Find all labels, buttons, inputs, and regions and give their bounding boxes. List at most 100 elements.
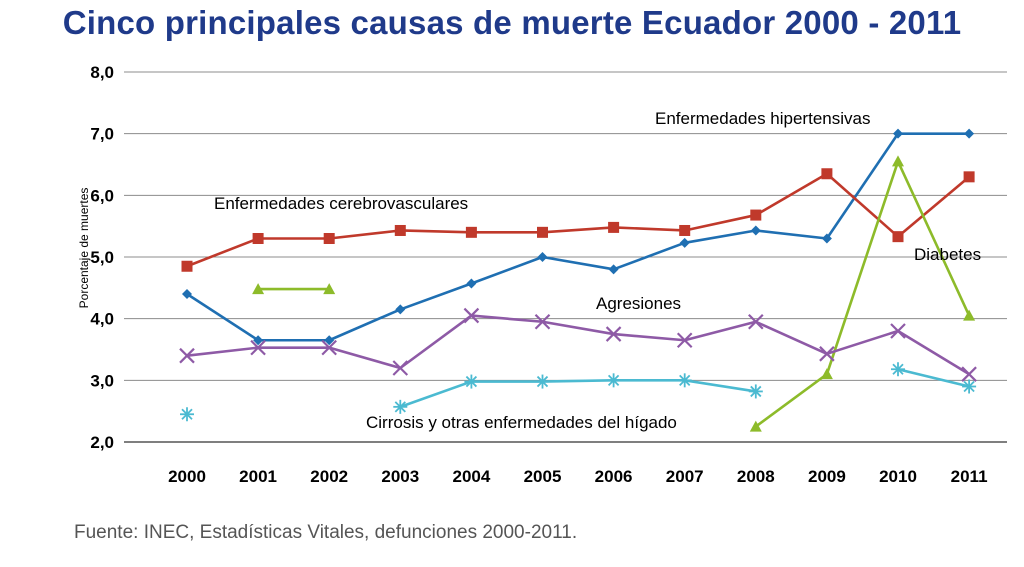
series-3 [179, 307, 977, 382]
marker-stroke [819, 346, 835, 362]
series-label: Enfermedades hipertensivas [655, 109, 870, 128]
marker-stroke [605, 326, 622, 342]
data-point [253, 335, 264, 346]
data-point [748, 384, 763, 399]
data-point [893, 128, 903, 139]
series-segment [185, 346, 260, 357]
data-point [393, 399, 408, 414]
series-segment [185, 237, 260, 268]
series-segment [541, 379, 615, 383]
marker-stroke [890, 323, 906, 339]
data-point [819, 346, 835, 362]
source-note: Fuente: INEC, Estadísticas Vitales, defu… [74, 522, 578, 543]
data-point [961, 366, 977, 382]
y-tick-label: 6,0 [90, 186, 114, 205]
series-label: Diabetes [914, 245, 981, 264]
marker-stroke [750, 385, 762, 398]
series-segment [398, 282, 473, 311]
series [179, 128, 977, 432]
marker-stroke [392, 360, 409, 376]
data-point [892, 155, 904, 167]
x-tick-label: 2006 [595, 467, 633, 486]
marker-stroke [961, 366, 977, 382]
data-point [395, 304, 406, 315]
series-segment [825, 172, 900, 238]
marker-stroke [463, 307, 480, 324]
data-point [750, 209, 762, 221]
data-point [608, 221, 620, 233]
x-tick-label: 2003 [381, 467, 419, 486]
data-point [465, 226, 477, 238]
data-point [323, 233, 335, 244]
data-point [891, 362, 905, 377]
x-tick-label: 2007 [666, 467, 704, 486]
annotations: Enfermedades hipertensivas Enfermedades c… [214, 109, 981, 432]
data-point [534, 313, 551, 330]
x-tick-label: 2010 [879, 467, 917, 486]
data-point [181, 260, 193, 272]
y-tick-label: 5,0 [90, 248, 114, 267]
series-segment [612, 241, 687, 271]
data-point [748, 313, 764, 330]
data-point [180, 407, 194, 422]
series-segment [683, 213, 758, 232]
series-label: Cirrosis y otras enfermedades del hígado [366, 413, 677, 432]
data-point [252, 283, 265, 295]
series-segment [825, 132, 900, 240]
data-point [820, 368, 833, 380]
x-tick-label: 2011 [951, 467, 988, 486]
series-2 [252, 155, 976, 432]
series-segment [683, 229, 758, 245]
marker-stroke [892, 363, 904, 375]
data-point [392, 360, 409, 376]
x-tick-label: 2000 [168, 467, 206, 486]
marker-stroke [676, 332, 693, 349]
series-segment [896, 175, 971, 238]
series-label: Enfermedades cerebrovasculares [214, 194, 468, 213]
marker-stroke [748, 313, 764, 330]
marker-stroke [179, 347, 195, 364]
series-segment [754, 229, 829, 240]
y-tick-label: 7,0 [90, 125, 114, 144]
marker-stroke [963, 380, 975, 393]
data-point [890, 323, 906, 339]
series-segment [541, 255, 615, 271]
data-point [749, 420, 762, 432]
data-point [537, 252, 548, 262]
x-tick-label: 2002 [310, 467, 348, 486]
data-point [463, 307, 480, 324]
data-point [962, 379, 977, 394]
data-point [537, 226, 548, 238]
series-segment [896, 329, 971, 376]
series-segment [541, 226, 615, 234]
marker-stroke [534, 313, 551, 330]
marker-stroke [250, 339, 266, 356]
series-segment [398, 380, 473, 409]
y-tick-label: 8,0 [90, 63, 114, 82]
marker-stroke [394, 401, 406, 413]
series-segment [896, 367, 971, 388]
series-1 [181, 168, 975, 272]
data-point [963, 309, 976, 321]
marker-stroke [536, 375, 549, 388]
series-segment [398, 314, 473, 370]
series-segment [398, 229, 473, 234]
data-point [182, 289, 192, 299]
series-segment [754, 320, 829, 356]
data-point [535, 374, 550, 389]
series-segment [754, 172, 829, 217]
data-point [323, 283, 336, 295]
series-segment [470, 314, 544, 324]
marker-stroke [607, 374, 620, 386]
data-point [250, 339, 266, 356]
y-tick-label: 4,0 [90, 310, 114, 329]
data-point [963, 171, 975, 183]
data-point [608, 264, 619, 275]
data-point [676, 332, 693, 349]
axes: 2,0 3,0 4,0 5,0 6,0 7,0 8,0 2000 2001 2002 2003 200… [77, 63, 988, 486]
series-segment [896, 160, 971, 317]
data-point [252, 233, 264, 244]
data-point [679, 224, 691, 236]
data-point [679, 237, 690, 248]
x-tick-label: 2001 [239, 467, 277, 486]
